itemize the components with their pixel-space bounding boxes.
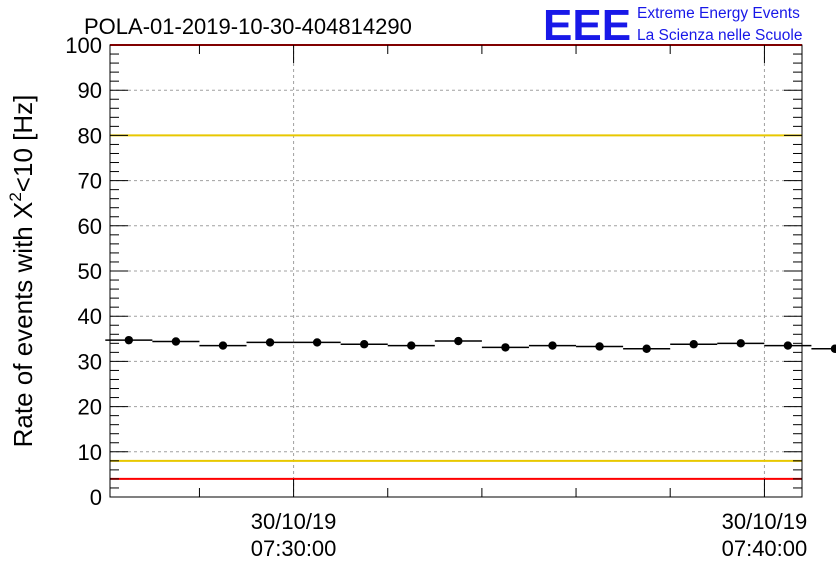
- y-tick-label: 80: [78, 123, 102, 148]
- y-tick-label: 30: [78, 349, 102, 374]
- y-tick-label: 100: [65, 33, 102, 58]
- data-point: [736, 339, 746, 348]
- chart-title: POLA-01-2019-10-30-404814290: [84, 14, 412, 39]
- y-tick-label: 0: [90, 485, 102, 510]
- y-tick-label: 40: [78, 304, 102, 329]
- y-tick-label: 60: [78, 214, 102, 239]
- data-series: [105, 335, 836, 353]
- eee-logo: EEE Extreme Energy Events La Scienza nel…: [543, 1, 802, 50]
- logo-line2: La Scienza nelle Scuole: [637, 27, 802, 44]
- x-tick-time: 07:40:00: [722, 536, 808, 561]
- data-point: [312, 338, 322, 347]
- data-point: [830, 344, 836, 353]
- data-point: [783, 341, 793, 350]
- axes: [110, 44, 802, 498]
- y-tick-label: 70: [78, 169, 102, 194]
- x-tick-time: 07:30:00: [251, 536, 337, 561]
- data-point: [218, 341, 228, 350]
- data-point: [548, 341, 557, 350]
- data-point: [265, 338, 275, 347]
- data-point: [642, 344, 651, 353]
- data-point: [501, 343, 510, 352]
- data-point: [360, 340, 369, 349]
- logo-mark: EEE: [543, 1, 631, 50]
- y-tick-label: 50: [78, 259, 102, 284]
- data-point: [454, 336, 463, 346]
- data-point: [124, 335, 134, 345]
- data-point: [407, 341, 416, 350]
- y-tick-label: 20: [78, 395, 102, 420]
- tick-labels: 010203040506070809010030/10/1907:30:0030…: [65, 33, 807, 561]
- y-tick-label: 90: [78, 78, 102, 103]
- logo-line1: Extreme Energy Events: [637, 5, 800, 22]
- x-tick-date: 30/10/19: [251, 509, 337, 534]
- data-point: [689, 340, 698, 349]
- data-point: [595, 342, 604, 351]
- y-axis-label: Rate of events with X2<10 [Hz]: [6, 95, 38, 448]
- y-tick-label: 10: [78, 440, 102, 465]
- data-point: [171, 337, 181, 346]
- x-tick-date: 30/10/19: [722, 509, 808, 534]
